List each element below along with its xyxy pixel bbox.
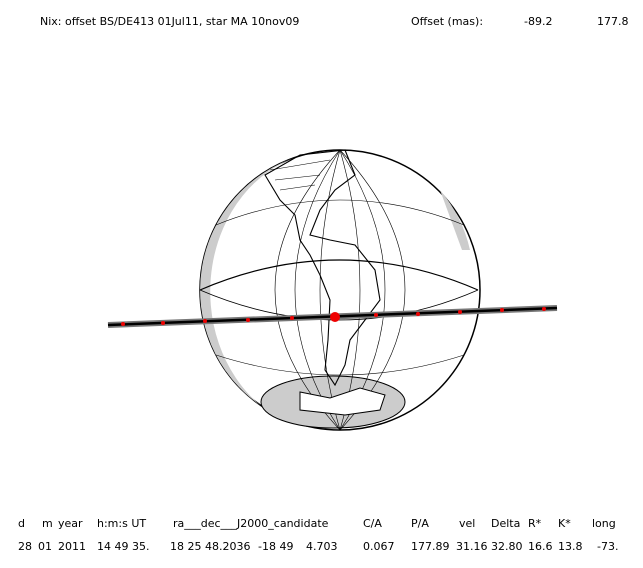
table-value: 4.703 [306,540,338,553]
table-header: long [592,517,616,530]
table-value: 0.067 [363,540,395,553]
offset-value: -89.2 [524,15,552,28]
table-value: 32.80 [491,540,523,553]
table-value: 18 25 48.2036 [170,540,250,553]
table-value: -18 49 [258,540,293,553]
offset-value: 177.8 [597,15,629,28]
table-header: h:m:s UT [97,517,146,530]
table-header: C/A [363,517,382,530]
table-value: 2011 [58,540,86,553]
globe [199,149,481,431]
title: Nix: offset BS/DE413 01Jul11, star MA 10… [40,15,299,28]
table-value: 14 49 35. [97,540,149,553]
table-header: m [42,517,53,530]
table-value: 16.6 [528,540,553,553]
info-table: d m year h:m:s UT ra___dec___J2000_candi… [18,517,618,553]
table-value: 13.8 [558,540,583,553]
offset-label: Offset (mas): [411,15,483,28]
table-header: P/A [411,517,429,530]
table-header: Delta [491,517,520,530]
table-header: K* [558,517,571,530]
table-value: 31.16 [456,540,488,553]
table-header: R* [528,517,542,530]
table-header: ra___dec___J2000_candidate [173,517,329,530]
table-value: -73. [597,540,618,553]
table-value: 177.89 [411,540,450,553]
table-header: year [58,517,83,530]
table-value: 01 [38,540,52,553]
table-header: vel [459,517,475,530]
table-header: d [18,517,25,530]
table-value: 28 [18,540,32,553]
track [107,305,558,328]
